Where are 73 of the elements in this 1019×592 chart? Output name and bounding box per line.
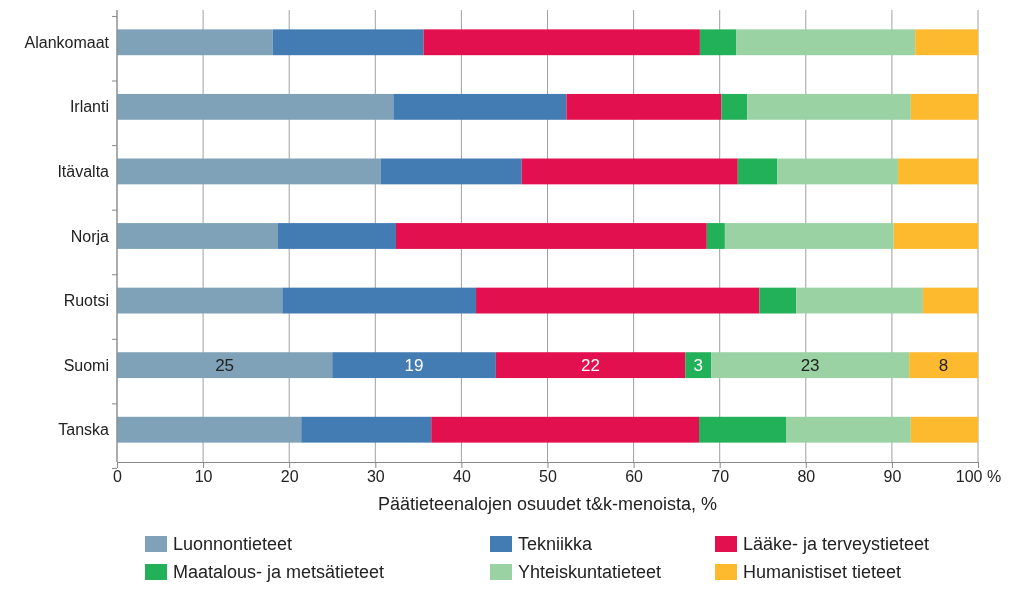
bar	[699, 416, 786, 443]
y-tick-label: Norja	[70, 227, 110, 245]
x-tick-label: 80	[797, 468, 816, 486]
bar	[117, 416, 302, 443]
bar	[777, 158, 898, 185]
bar	[380, 158, 522, 185]
data-label: 3	[693, 356, 703, 376]
data-label: 19	[404, 356, 424, 376]
x-tick-label: 90	[883, 468, 902, 486]
bar	[922, 287, 978, 314]
x-tick-label: 50	[539, 468, 557, 486]
data-label: 25	[215, 356, 235, 376]
y-tick-label: Irlanti	[69, 98, 109, 116]
bar	[786, 416, 911, 443]
bar	[711, 352, 910, 379]
bar	[747, 93, 911, 120]
y-tick-label: Alankomaat	[24, 33, 110, 51]
x-tick-label: 30	[366, 468, 385, 486]
bar	[393, 93, 567, 120]
bar	[759, 287, 797, 314]
legend-label: Yhteiskuntatieteet	[518, 562, 662, 583]
legend-label: Maatalous- ja metsätieteet	[173, 562, 385, 583]
bar	[117, 352, 333, 379]
bar	[724, 223, 894, 249]
data-label: 23	[800, 356, 820, 376]
bar	[897, 158, 978, 185]
bar	[272, 29, 424, 56]
bar	[278, 223, 396, 249]
x-tick-label: 60	[625, 468, 644, 486]
y-tick-label: Itävalta	[57, 163, 110, 181]
legend-label: Tekniikka	[518, 534, 594, 555]
bar	[423, 29, 700, 56]
bar	[301, 416, 432, 443]
bar	[737, 158, 778, 185]
bar	[909, 352, 978, 379]
bar	[915, 29, 978, 56]
bar	[117, 29, 273, 56]
bar	[566, 93, 722, 120]
x-tick-label: 40	[453, 468, 471, 486]
bar	[706, 223, 725, 249]
legend-label: Humanistiset tieteet	[743, 562, 902, 583]
bar	[495, 352, 686, 379]
data-label: 8	[938, 356, 949, 376]
legend-label: Luonnontieteet	[173, 534, 293, 555]
bar	[282, 287, 477, 314]
x-tick-label: 70	[711, 468, 730, 486]
x-tick-label: 100 %	[955, 468, 1002, 486]
bar	[117, 223, 279, 249]
bar	[893, 223, 978, 249]
bar	[685, 352, 712, 379]
bar	[431, 416, 700, 443]
x-axis-title: Päätieteenalojen osuudet t&k-menoista, %	[377, 494, 718, 514]
bar	[796, 287, 923, 314]
bar	[476, 287, 760, 314]
y-tick-label: Tanska	[58, 421, 110, 439]
bar	[910, 93, 978, 120]
bar	[332, 352, 496, 379]
y-tick-label: Suomi	[63, 356, 109, 374]
x-tick-label: 10	[194, 468, 213, 486]
y-tick-label: Ruotsi	[63, 292, 109, 310]
bar	[117, 93, 394, 120]
bar	[117, 158, 381, 185]
bar	[736, 29, 916, 56]
bar	[721, 93, 748, 120]
bar	[521, 158, 738, 185]
bar	[395, 223, 707, 249]
x-tick-label: 20	[280, 468, 299, 486]
data-label: 22	[581, 356, 601, 376]
bar	[910, 416, 978, 443]
bar	[699, 29, 737, 56]
legend-label: Lääke- ja terveystieteet	[743, 534, 930, 555]
bar	[117, 287, 283, 314]
x-tick-label: 0	[113, 468, 123, 486]
